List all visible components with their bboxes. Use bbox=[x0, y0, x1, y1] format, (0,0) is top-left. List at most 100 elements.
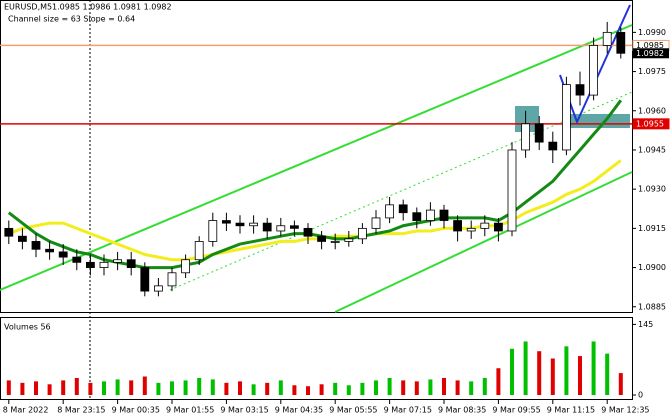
volume-bar bbox=[618, 373, 623, 395]
candle-body bbox=[385, 204, 395, 219]
x-tick-label: 9 Mar 08:35 bbox=[438, 406, 486, 415]
volume-bar bbox=[455, 380, 460, 395]
volume-bar bbox=[523, 341, 528, 395]
volume-bar bbox=[605, 353, 610, 395]
candle-body bbox=[194, 241, 204, 261]
candle-body bbox=[534, 123, 544, 143]
volume-bar bbox=[550, 358, 555, 395]
x-tick-label: 8 Mar 23:15 bbox=[57, 406, 105, 415]
candle-body bbox=[412, 212, 422, 221]
y-tick-label: 1.0930 bbox=[638, 185, 666, 194]
price-tag bbox=[633, 48, 669, 59]
candle-body bbox=[140, 267, 150, 292]
volume-bar bbox=[360, 382, 365, 395]
candle-body bbox=[262, 222, 272, 232]
volume-bar bbox=[61, 380, 66, 395]
candle-body bbox=[45, 248, 54, 253]
volume-bar bbox=[183, 380, 188, 395]
candle-body bbox=[357, 227, 367, 240]
candle-body bbox=[493, 222, 503, 232]
candle-body bbox=[398, 204, 408, 214]
volume-bar bbox=[265, 382, 270, 395]
volume-bar bbox=[387, 377, 392, 395]
y-tick-label: 1.0945 bbox=[638, 145, 666, 154]
volume-bar bbox=[102, 381, 106, 395]
y-tick-label: 1.0900 bbox=[638, 263, 666, 272]
x-tick-label: 9 Mar 11:15 bbox=[547, 406, 595, 415]
y-tick-label: 1.0885 bbox=[638, 302, 666, 311]
x-tick-label: 9 Mar 01:55 bbox=[166, 406, 214, 415]
volume-bar bbox=[374, 380, 378, 395]
x-tick-label: 9 Mar 03:15 bbox=[220, 406, 268, 415]
candle-body bbox=[167, 272, 177, 287]
y-tick-label: 1.0915 bbox=[638, 224, 666, 233]
volume-bar bbox=[564, 346, 569, 395]
candle-body bbox=[521, 123, 530, 151]
candle-body bbox=[602, 31, 612, 46]
x-tick-label: 9 Mar 00:35 bbox=[112, 406, 160, 415]
volume-bar bbox=[88, 382, 93, 395]
volume-bar bbox=[346, 385, 351, 395]
level-label: 1.0985 bbox=[636, 41, 664, 50]
candle-body bbox=[235, 222, 245, 227]
y-tick-label: 1.0990 bbox=[638, 28, 666, 37]
candle-body bbox=[575, 84, 585, 96]
volume-bar bbox=[74, 377, 79, 395]
moving-average bbox=[8, 159, 622, 262]
volume-bar bbox=[238, 381, 242, 395]
volume-bar bbox=[278, 380, 283, 395]
candle-body bbox=[208, 220, 218, 242]
volume-bar bbox=[442, 377, 446, 395]
volume-bar bbox=[156, 382, 161, 395]
x-tick-label: 8 Mar 2022 bbox=[3, 406, 49, 415]
candle-body bbox=[466, 227, 476, 232]
volume-bar bbox=[333, 382, 338, 395]
candle-body bbox=[548, 141, 558, 151]
candle-body bbox=[4, 227, 14, 237]
y-tick-label: 145 bbox=[638, 320, 653, 329]
candle-body bbox=[303, 227, 313, 237]
volume-bar bbox=[510, 348, 514, 395]
y-tick-label: 1.0975 bbox=[638, 67, 666, 76]
volume-bar bbox=[142, 376, 147, 395]
volume-bar bbox=[251, 384, 256, 395]
volume-bar bbox=[197, 377, 202, 395]
volume-bar bbox=[414, 381, 419, 395]
volume-bar bbox=[34, 381, 38, 395]
volume-bar bbox=[319, 384, 324, 395]
candle-body bbox=[453, 220, 463, 232]
candle-body bbox=[344, 238, 354, 242]
candle-body bbox=[289, 225, 299, 229]
candle-body bbox=[589, 45, 598, 96]
volume-bar bbox=[6, 380, 11, 395]
volume-bar bbox=[482, 377, 487, 395]
volume-bar bbox=[129, 380, 134, 395]
candle-body bbox=[425, 209, 435, 221]
volume-bar bbox=[20, 382, 25, 395]
candle-body bbox=[72, 256, 82, 263]
candle-body bbox=[86, 261, 95, 268]
candle-body bbox=[480, 222, 490, 229]
x-tick-label: 9 Mar 05:55 bbox=[329, 406, 377, 415]
channel-lower bbox=[334, 171, 633, 313]
price-frame bbox=[0, 0, 633, 313]
candle-body bbox=[616, 31, 626, 54]
moving-average bbox=[7, 99, 623, 270]
y-tick-label: 0 bbox=[638, 391, 643, 400]
candle-body bbox=[181, 259, 191, 274]
candle-body bbox=[221, 220, 231, 224]
volume-bar bbox=[306, 386, 310, 395]
volume-bar bbox=[469, 381, 474, 395]
candle-body bbox=[371, 217, 381, 229]
volume-bar bbox=[292, 385, 297, 395]
x-tick-label: 9 Mar 09:55 bbox=[492, 406, 540, 415]
candle-body bbox=[507, 149, 517, 232]
y-tick-label: 1.0960 bbox=[638, 106, 666, 115]
volume-bar bbox=[578, 356, 582, 395]
x-tick-label: 9 Mar 07:15 bbox=[384, 406, 432, 415]
volume-bar bbox=[401, 380, 406, 395]
ohlc: 1.0985 1.0986 1.0981 1.0982 bbox=[52, 3, 172, 12]
volume-bar bbox=[115, 379, 120, 395]
